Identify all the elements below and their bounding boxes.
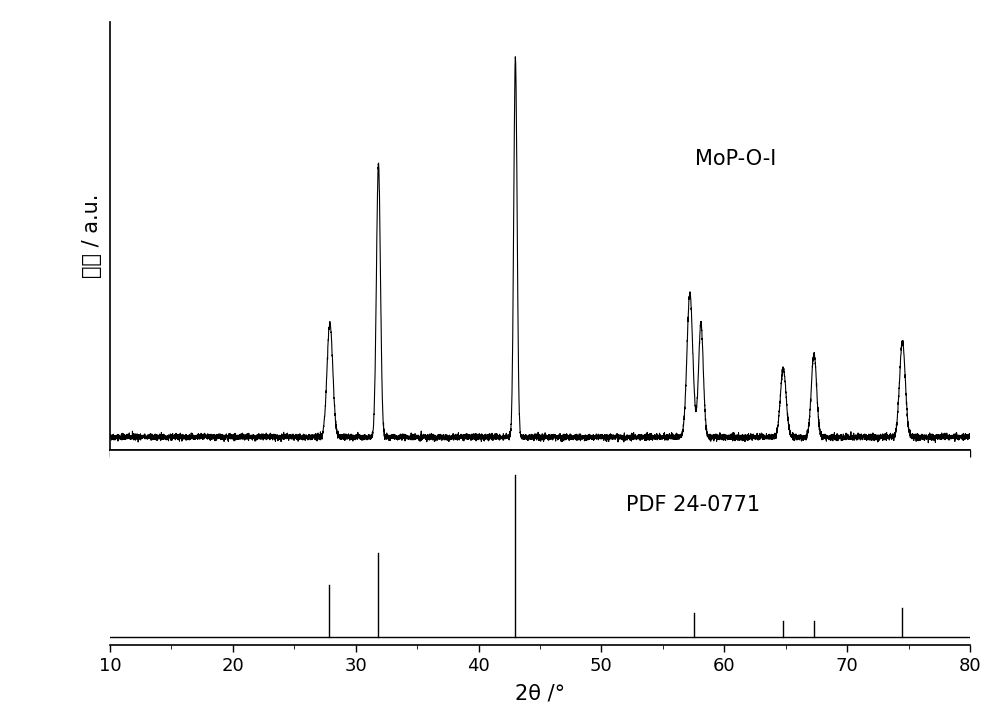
X-axis label: 2θ /°: 2θ /° xyxy=(515,683,565,703)
Text: MoP-O-I: MoP-O-I xyxy=(695,148,776,168)
Y-axis label: 强度 / a.u.: 强度 / a.u. xyxy=(82,194,102,278)
Text: PDF 24-0771: PDF 24-0771 xyxy=(626,495,760,515)
